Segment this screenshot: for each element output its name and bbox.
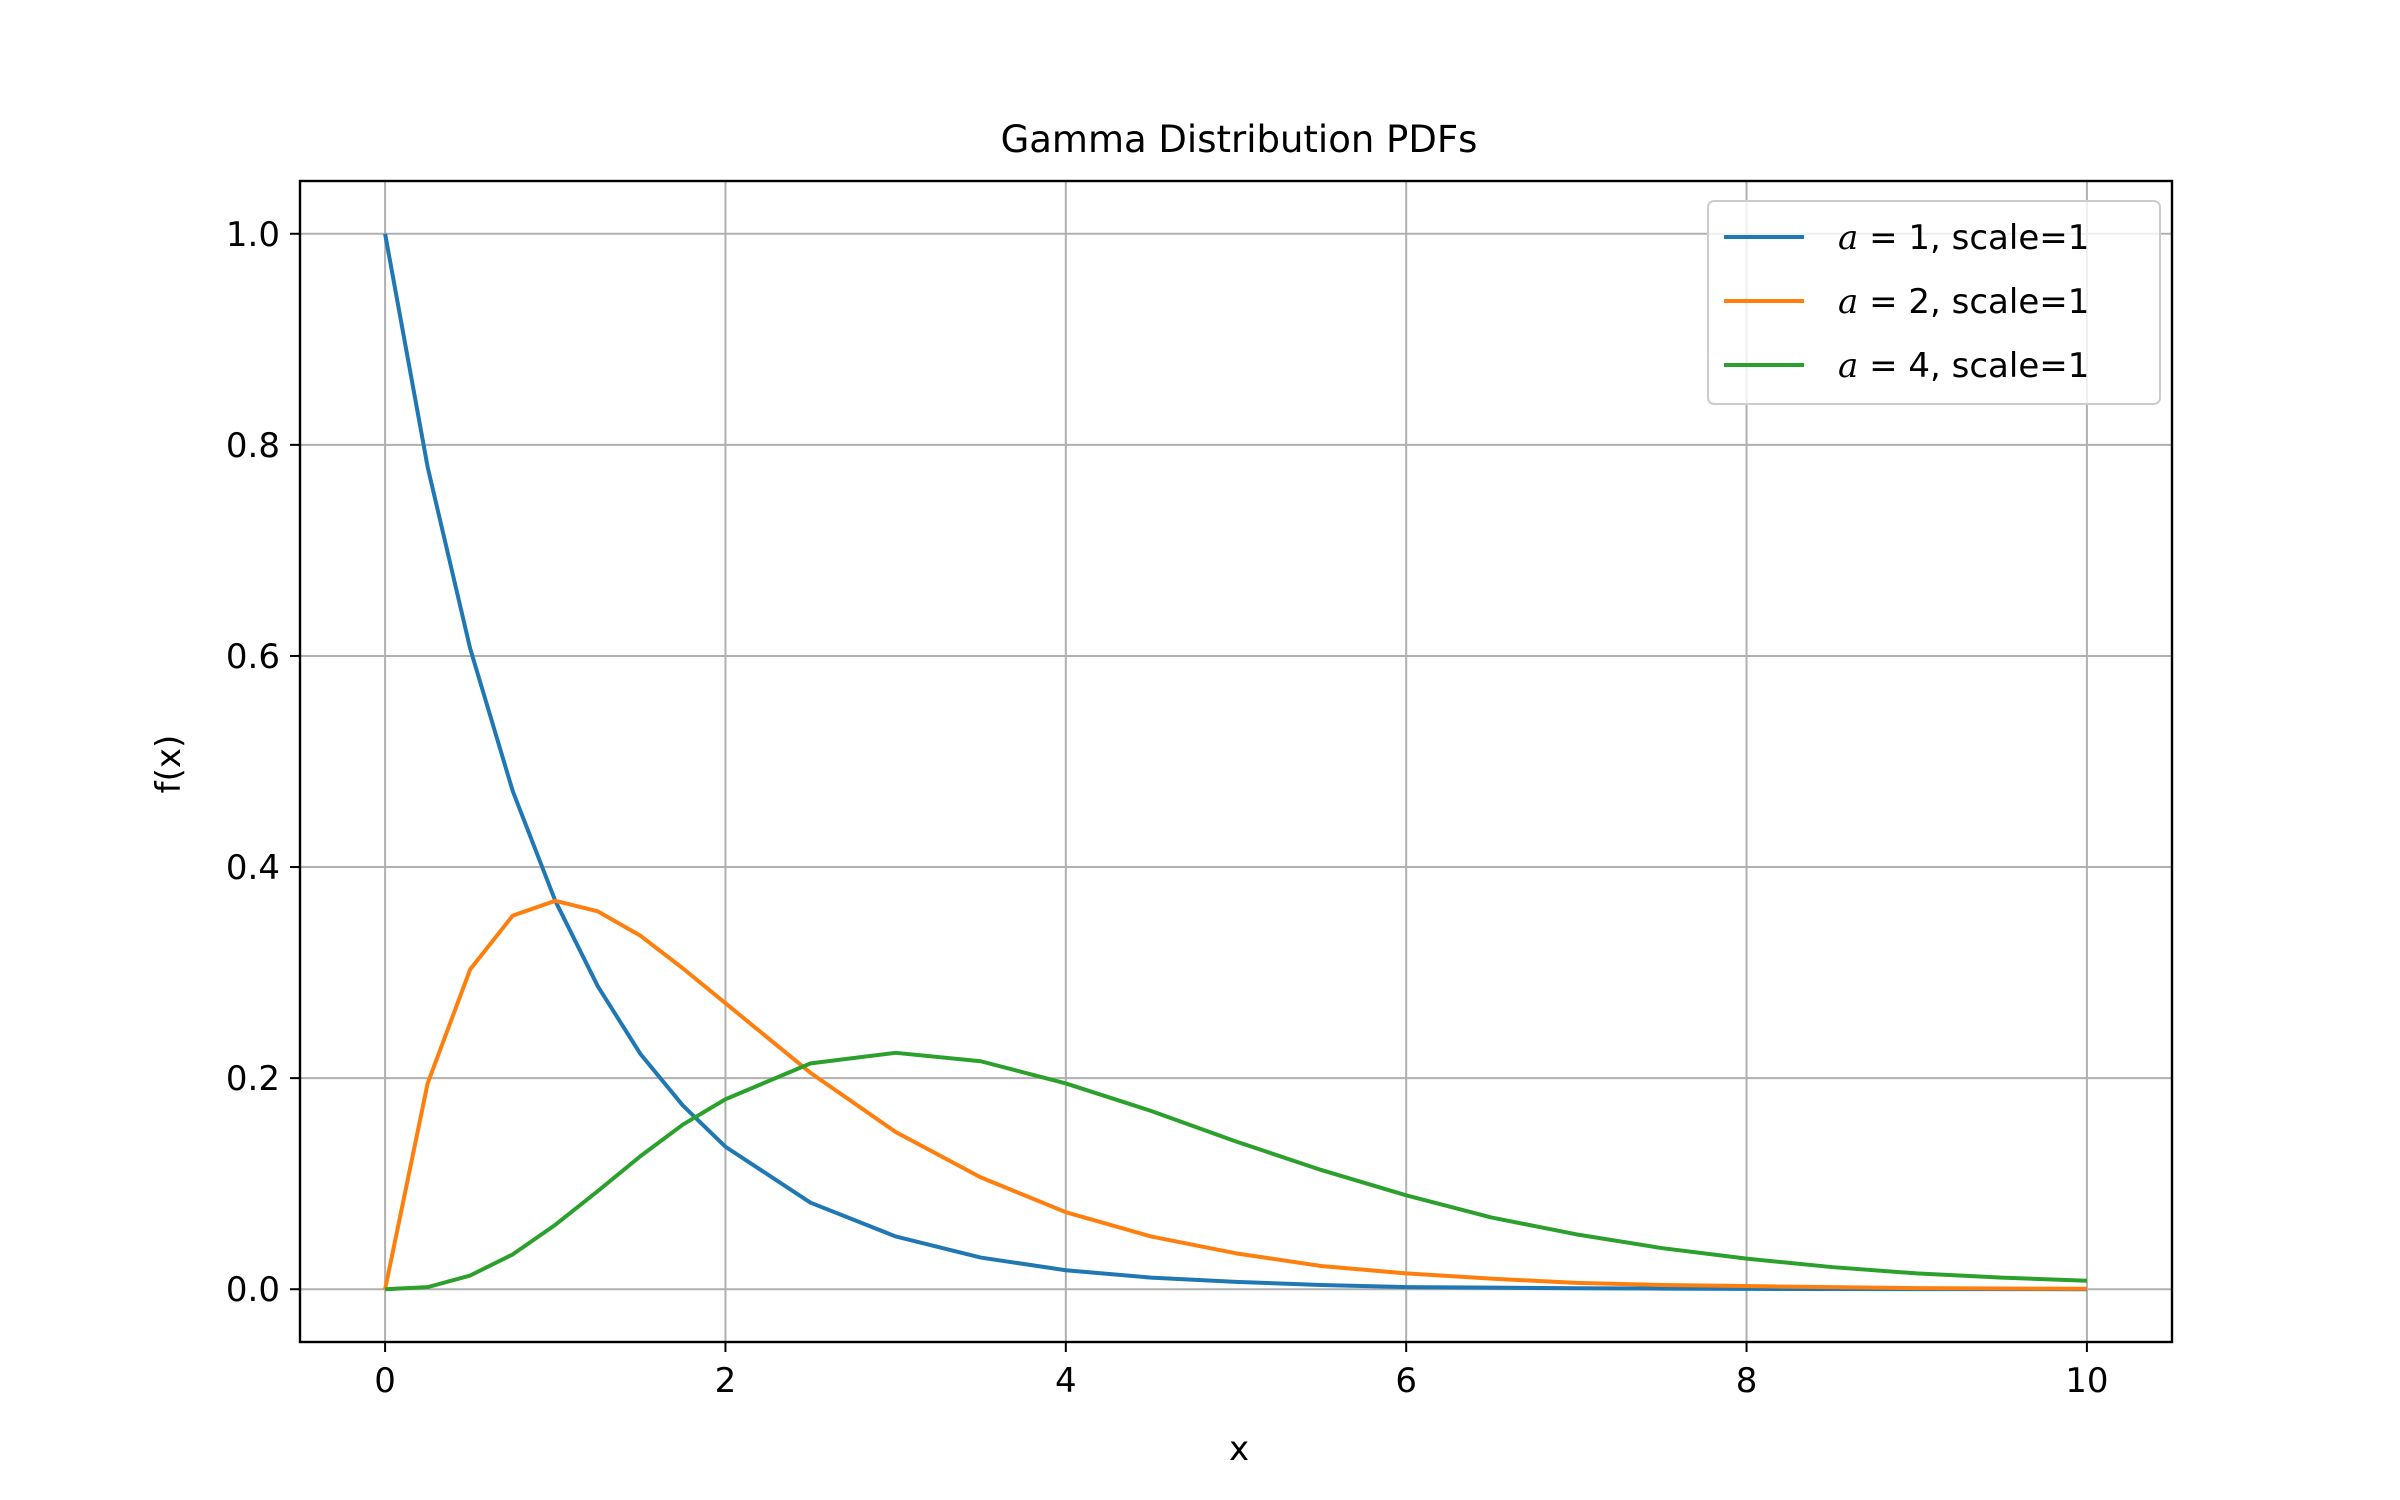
- y-tick-label: 1.0: [226, 215, 280, 255]
- legend-label: a = 4, scale=1: [1838, 346, 2089, 386]
- legend-label: a = 2, scale=1: [1838, 282, 2089, 322]
- legend: a = 1, scale=1 a = 2, scale=1 a = 4, scale…: [1707, 200, 2161, 405]
- plot-frame: [298, 179, 2174, 1344]
- x-tick-label: 6: [1395, 1361, 1417, 1401]
- y-tick-label: 0.0: [226, 1270, 280, 1310]
- series-line-2: [383, 898, 2087, 1291]
- legend-label: a = 1, scale=1: [1838, 218, 2089, 258]
- x-tick-label: 0: [374, 1361, 396, 1401]
- series-lines: [383, 233, 2087, 1292]
- y-axis-label: f(x): [149, 735, 189, 794]
- x-tick-label: 8: [1736, 1361, 1758, 1401]
- chart-title: Gamma Distribution PDFs: [1001, 118, 1478, 161]
- x-tick-label: 10: [2065, 1361, 2108, 1401]
- x-axis-label: x: [1229, 1429, 1249, 1469]
- series-line-3: [384, 1050, 2087, 1292]
- x-tick-label: 2: [715, 1361, 737, 1401]
- legend-box: [1707, 200, 2161, 405]
- x-tick-label: 4: [1055, 1361, 1077, 1401]
- y-tick-label: 0.6: [226, 637, 280, 677]
- y-tick-label: 0.2: [226, 1059, 280, 1099]
- y-tick-label: 0.4: [226, 848, 280, 888]
- y-tick-label: 0.8: [226, 426, 280, 466]
- axis-ticks: 0 2 4 6 8 10 0.0 0.2 0.4 0.6 0.8 1.0: [226, 215, 2109, 1401]
